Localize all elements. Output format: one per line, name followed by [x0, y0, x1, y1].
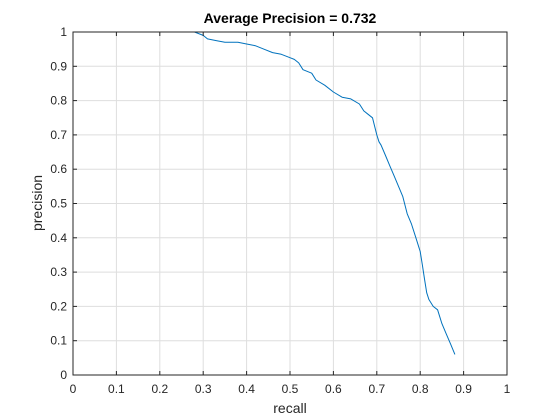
y-tick-label: 0.8: [50, 94, 67, 108]
line-layer: [73, 31, 456, 355]
x-tick-label: 0.9: [455, 382, 472, 396]
pr-curve-line: [73, 31, 456, 355]
x-tick-label: 0.2: [151, 382, 168, 396]
x-tick-label: 0.7: [368, 382, 385, 396]
y-tick-label: 0.1: [50, 334, 67, 348]
x-axis-label: recall: [273, 400, 306, 416]
x-tick-label: 0.1: [108, 382, 125, 396]
y-tick-label: 0.5: [50, 197, 67, 211]
tick-layer: 0 0.1 0.2 0.3 0.4 0.5 0.6 0.7 0.8 0.9 1 0 0.1 0.2 0.3 0…: [50, 25, 510, 396]
chart-title: Average Precision = 0.732: [204, 10, 377, 26]
y-tick-label: 0.6: [50, 162, 67, 176]
x-tick-label: 1: [504, 382, 511, 396]
y-axis-label: precision: [29, 175, 45, 231]
x-tick-label: 0.8: [412, 382, 429, 396]
y-tick-label: 0.9: [50, 59, 67, 73]
y-tick-label: 0.7: [50, 128, 67, 142]
x-tick-label: 0.6: [325, 382, 342, 396]
x-tick-label: 0: [70, 382, 77, 396]
y-tick-label: 1: [60, 25, 67, 39]
y-tick-label: 0.3: [50, 265, 67, 279]
y-tick-label: 0.4: [50, 231, 67, 245]
x-tick-label: 0.3: [195, 382, 212, 396]
y-tick-label: 0.2: [50, 299, 67, 313]
y-tick-label: 0: [60, 368, 67, 382]
x-tick-label: 0.5: [282, 382, 299, 396]
x-tick-label: 0.4: [238, 382, 255, 396]
